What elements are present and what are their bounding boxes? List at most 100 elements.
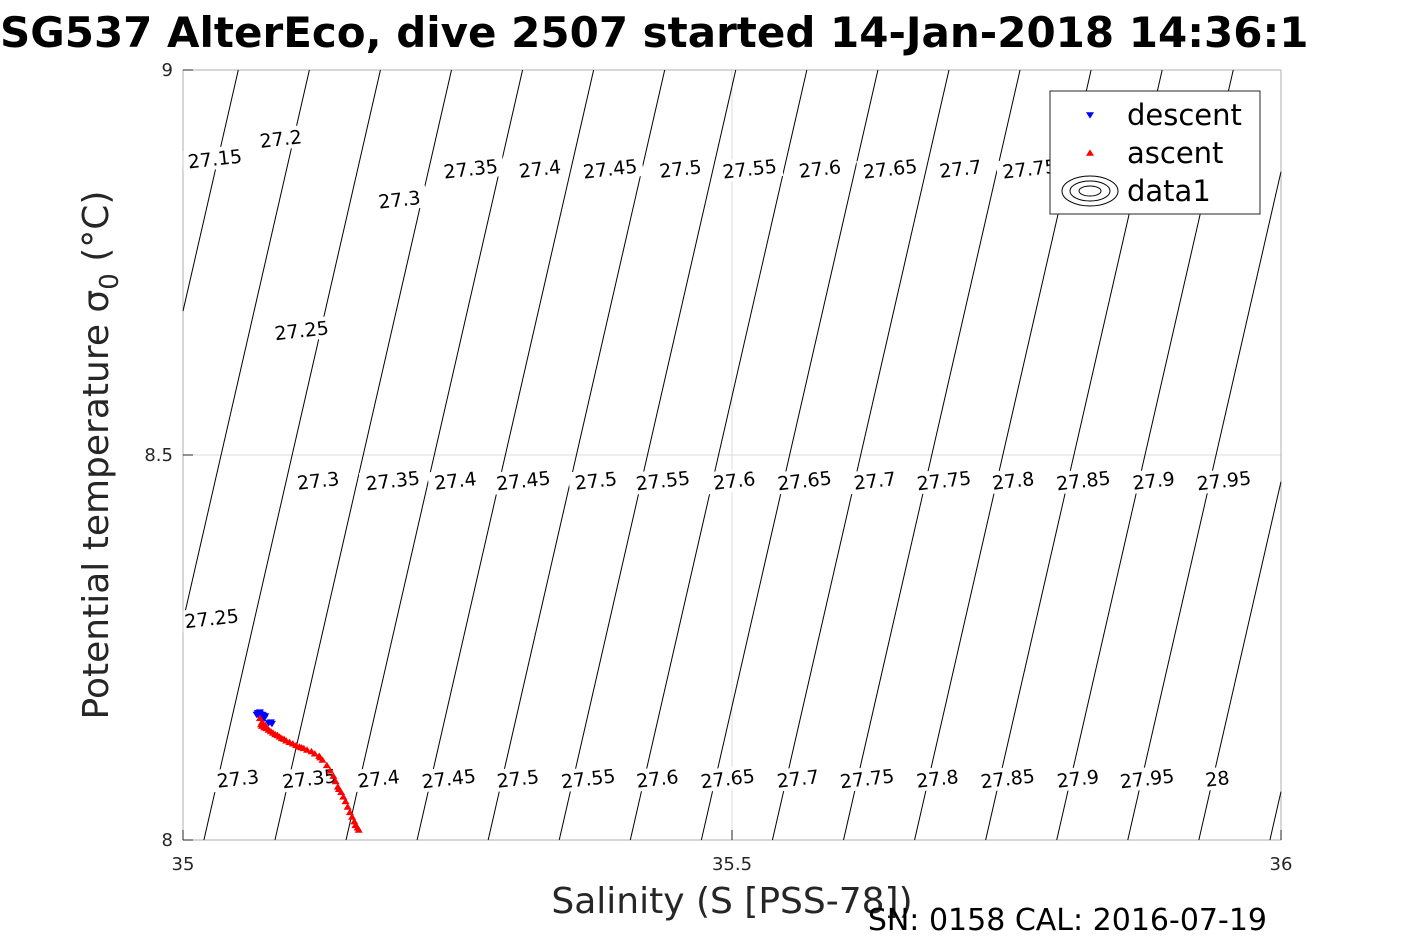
y-tick-label: 8: [162, 830, 173, 851]
x-axis-label: Salinity (S [PSS-78]): [551, 881, 912, 922]
ascent-point: [348, 813, 357, 820]
legend-box: [1049, 90, 1261, 215]
contour-label: 27.7: [846, 466, 903, 495]
contour-label: 27.6: [706, 466, 763, 495]
contour-label: 27.9: [1125, 466, 1182, 495]
ascent-point: [326, 767, 335, 774]
contour-label-mask: [652, 154, 709, 183]
contour-label-text: 27.4: [518, 156, 563, 183]
contour-label-mask: [909, 764, 966, 793]
contour-label-text: 27.2: [259, 126, 304, 153]
contour-label-mask: [436, 153, 505, 184]
axis-ticks: 35 35.5 36 8 8.5 9: [144, 60, 1292, 875]
contour-label: 27.55: [554, 763, 622, 794]
contour-label-mask: [1113, 763, 1181, 794]
contour-label: 27.7: [932, 154, 989, 183]
contour-label-text: 27.4: [433, 468, 478, 495]
contour-label-mask: [267, 315, 336, 345]
legend-entry-descent: descent: [1086, 98, 1242, 132]
contour-label-text: 27.8: [915, 766, 960, 793]
legend-items: descent ascent data1: [1061, 98, 1242, 208]
ascent-point: [310, 750, 319, 757]
descent-point: [266, 719, 275, 726]
contour-label: 27.4: [427, 466, 484, 495]
density-contour-line: [182, 69, 310, 622]
contour-label-mask: [973, 763, 1042, 794]
contour-label-text: 27.9: [1056, 766, 1101, 793]
density-contours: [182, 69, 1282, 841]
density-contour-line: [1269, 791, 1282, 841]
contour-label: 27.25: [267, 315, 336, 345]
contour-label-text: 27.6: [798, 156, 843, 183]
legend-contour-icon: [1069, 180, 1111, 202]
ascent-point: [334, 785, 343, 792]
legend-entry-ascent: ascent: [1086, 136, 1223, 170]
x-tick-label: 35: [172, 854, 195, 875]
serial-calibration-footer: SN: 0158 CAL: 2016-07-19: [868, 903, 1267, 938]
ascent-point: [303, 746, 312, 753]
contour-label-text: 27.4: [356, 766, 401, 793]
contour-label-mask: [371, 185, 428, 214]
contour-label-mask: [414, 763, 483, 794]
contour-label: 27.2: [252, 124, 309, 153]
contour-label-mask: [427, 466, 484, 495]
contour-label: 27.3: [371, 185, 428, 214]
contour-label-mask: [1190, 465, 1258, 496]
y-tick-label: 9: [162, 60, 173, 81]
legend-label-ascent: ascent: [1127, 136, 1223, 170]
ascent-point: [343, 803, 352, 810]
contour-label-mask: [489, 764, 546, 793]
contour-label: 27.4: [350, 764, 407, 793]
contour-label: 27.45: [576, 153, 644, 184]
legend-marker-ascent: [1086, 149, 1094, 156]
contour-label-mask: [846, 466, 903, 495]
ascent-point: [331, 777, 340, 785]
contour-label: 27.45: [414, 763, 483, 794]
chart-title: SG537 AlterEco, dive 2507 started 14-Jan…: [0, 8, 1308, 57]
density-contour-line: [487, 69, 666, 841]
density-contour-line: [771, 69, 950, 841]
contour-label-mask: [856, 153, 924, 184]
ascent-point: [354, 826, 363, 833]
contour-label-mask: [932, 154, 989, 183]
contour-label: 27.65: [693, 763, 762, 794]
density-contour-line: [629, 69, 808, 841]
contour-label-mask: [554, 763, 622, 794]
contour-label-mask: [1200, 765, 1234, 792]
contour-label: 27.7: [769, 764, 826, 793]
contour-label: 27.85: [1049, 465, 1118, 495]
ascent-point: [322, 761, 331, 769]
contour-label-mask: [209, 764, 266, 793]
contour-label: 27.15: [181, 143, 249, 174]
legend-contour-icon: [1078, 185, 1102, 197]
contour-label-mask: [1049, 764, 1106, 793]
contour-label: 27.5: [489, 764, 546, 793]
contour-label: 27.45: [489, 465, 558, 495]
contour-label: 27.85: [973, 763, 1042, 794]
contour-label-text: 27.5: [496, 766, 541, 793]
contour-label-mask: [706, 466, 763, 495]
contour-label: 27.5: [567, 466, 624, 495]
y-axis-label-unit: (°C): [76, 191, 117, 274]
contour-label-mask: [1125, 466, 1182, 495]
contour-label-mask: [995, 153, 1064, 184]
x-tick-label: 36: [1270, 854, 1293, 875]
contour-label-mask: [693, 763, 762, 794]
ascent-point: [345, 808, 354, 816]
contour-label-mask: [275, 763, 344, 794]
density-contour-line: [416, 69, 595, 841]
contour-label-mask: [833, 763, 901, 794]
contour-label-text: 27.8: [991, 468, 1036, 495]
contour-label-mask: [350, 764, 407, 793]
contour-label-mask: [910, 465, 978, 496]
legend-entry-data1: data1: [1061, 174, 1211, 208]
contour-label-mask: [985, 466, 1042, 495]
contour-label-text: 27.9: [1131, 468, 1176, 495]
descent-point: [255, 709, 264, 716]
contour-label-mask: [181, 143, 249, 174]
data-points: [252, 709, 363, 833]
contour-label-text: 28: [1204, 767, 1231, 792]
y-axis-label-main: Potential temperature σ: [76, 290, 117, 720]
y-axis-label-subscript: 0: [95, 273, 125, 290]
